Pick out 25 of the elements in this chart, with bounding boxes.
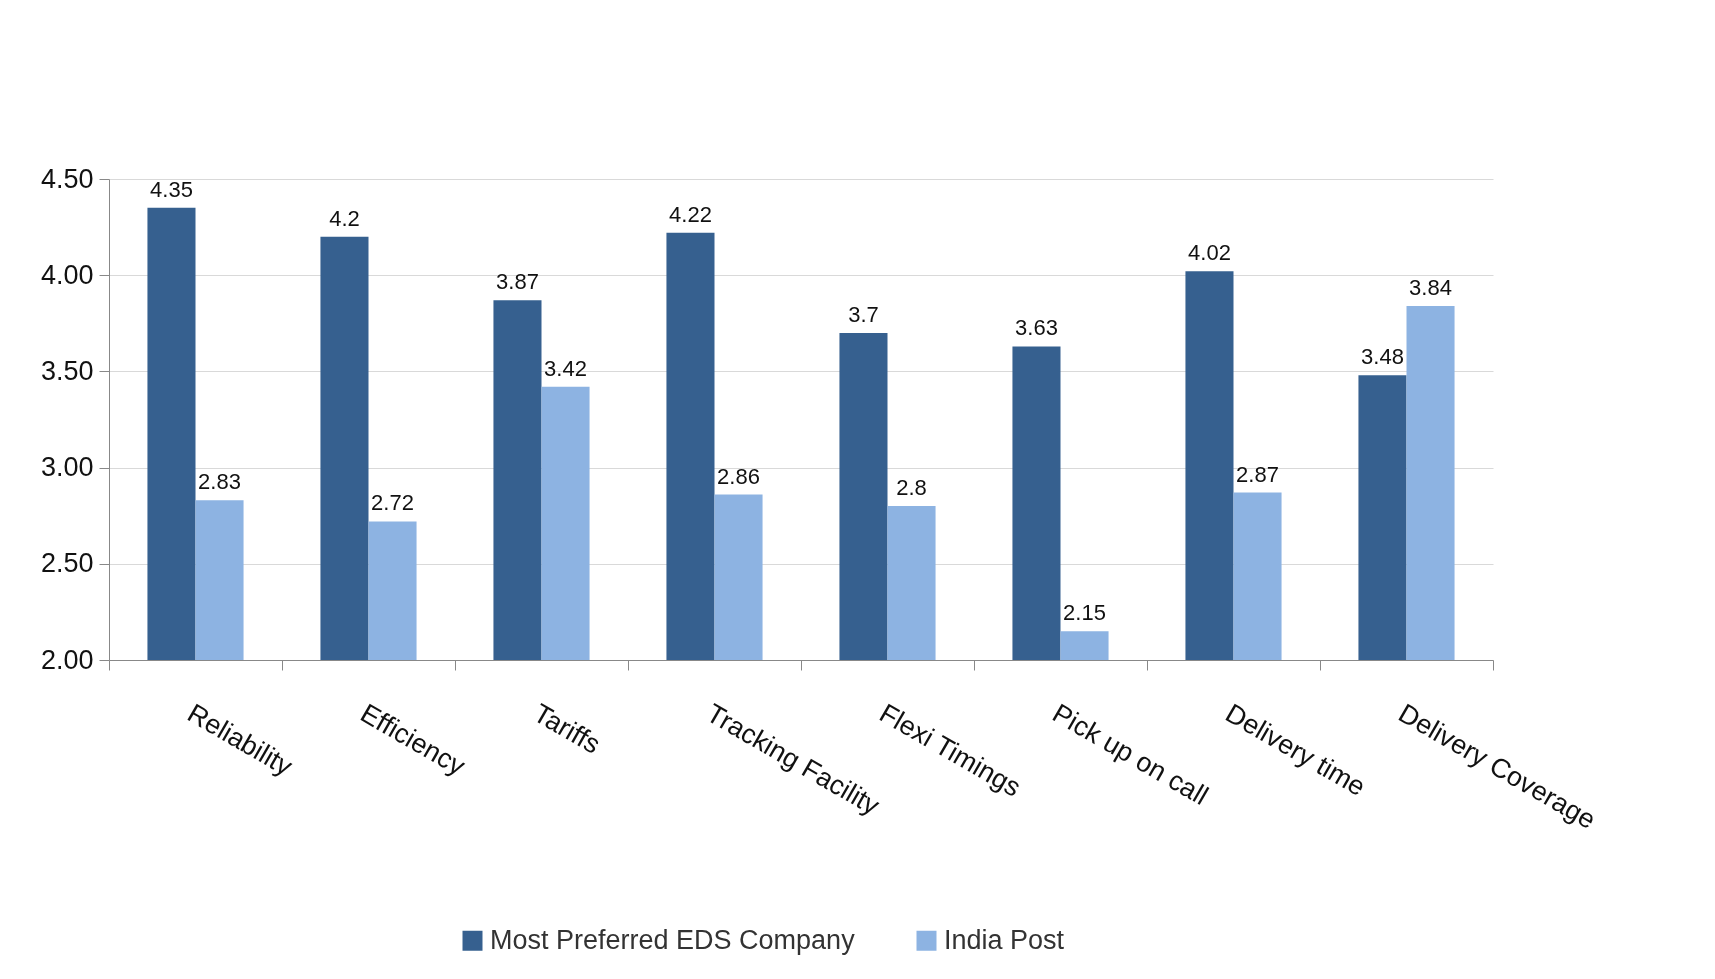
legend-label: India Post [944, 924, 1065, 955]
y-tick-label: 2.00 [40, 644, 94, 675]
y-tick-label: 2.50 [40, 548, 94, 579]
data-label: 3.87 [496, 269, 539, 295]
data-label: 3.42 [544, 355, 587, 381]
y-tick-label: 3.00 [40, 452, 94, 483]
y-tick-label: 3.50 [40, 355, 94, 386]
data-label: 2.72 [371, 490, 414, 516]
data-label: 4.2 [329, 205, 360, 231]
data-label: 3.48 [1361, 344, 1404, 370]
data-label: 3.84 [1409, 274, 1452, 300]
data-label: 2.8 [896, 475, 927, 501]
data-label: 4.22 [669, 201, 712, 227]
data-label: 2.15 [1063, 600, 1106, 626]
data-label: 2.83 [198, 469, 241, 495]
data-label: 4.35 [150, 176, 193, 202]
data-label: 2.87 [1236, 461, 1279, 487]
data-label: 3.7 [848, 301, 879, 327]
y-tick-label: 4.50 [40, 163, 94, 194]
data-label: 2.86 [717, 463, 760, 489]
y-tick-label: 4.00 [40, 259, 94, 290]
data-label: 3.63 [1015, 315, 1058, 341]
legend-label: Most Preferred EDS Company [490, 924, 856, 955]
data-label: 4.02 [1188, 240, 1231, 266]
x-tick-label: Pick up on call [1047, 697, 1214, 811]
